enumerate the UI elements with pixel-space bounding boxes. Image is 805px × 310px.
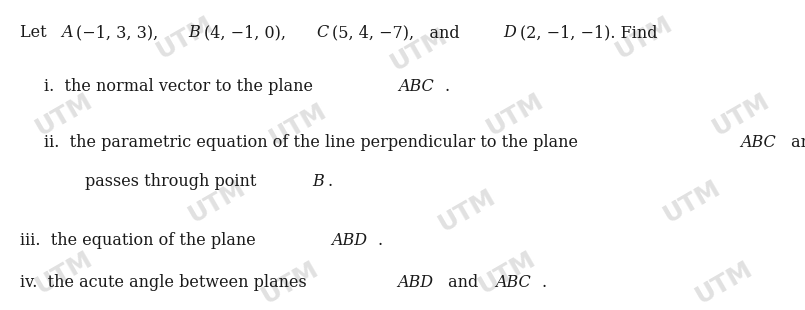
Text: (4, −1, 0),: (4, −1, 0),: [204, 24, 291, 41]
Text: UTM: UTM: [611, 11, 677, 63]
Text: B: B: [188, 24, 200, 41]
Text: UTM: UTM: [708, 89, 774, 141]
Text: UTM: UTM: [257, 256, 323, 308]
Text: ABC: ABC: [740, 134, 776, 151]
Text: passes through point: passes through point: [85, 173, 261, 190]
Text: ABC: ABC: [495, 274, 531, 290]
Text: .: .: [378, 232, 382, 249]
Text: UTM: UTM: [184, 175, 250, 228]
Text: D: D: [503, 24, 516, 41]
Text: UTM: UTM: [265, 98, 331, 150]
Text: iii.  the equation of the plane: iii. the equation of the plane: [20, 232, 261, 249]
Text: UTM: UTM: [474, 247, 540, 299]
Text: .: .: [444, 78, 449, 95]
Text: UTM: UTM: [482, 89, 548, 141]
Text: i.  the normal vector to the plane: i. the normal vector to the plane: [44, 78, 319, 95]
Text: Let: Let: [20, 24, 52, 41]
Text: UTM: UTM: [386, 24, 452, 76]
Text: UTM: UTM: [434, 185, 500, 237]
Text: ABD: ABD: [331, 232, 367, 249]
Text: UTM: UTM: [152, 11, 218, 63]
Text: (2, −1, −1). Find: (2, −1, −1). Find: [520, 24, 658, 41]
Text: .: .: [542, 274, 547, 290]
Text: UTM: UTM: [691, 256, 758, 308]
Text: ii.  the parametric equation of the line perpendicular to the plane: ii. the parametric equation of the line …: [44, 134, 584, 151]
Text: UTM: UTM: [31, 247, 97, 299]
Text: A: A: [61, 24, 72, 41]
Text: iv.  the acute angle between planes: iv. the acute angle between planes: [20, 274, 312, 290]
Text: UTM: UTM: [31, 89, 97, 141]
Text: .: .: [328, 173, 332, 190]
Text: (−1, 3, 3),: (−1, 3, 3),: [76, 24, 163, 41]
Text: and: and: [786, 134, 805, 151]
Text: (5, 4, −7),   and: (5, 4, −7), and: [332, 24, 464, 41]
Text: B: B: [312, 173, 324, 190]
Text: ABD: ABD: [397, 274, 433, 290]
Text: and: and: [444, 274, 484, 290]
Text: UTM: UTM: [659, 175, 725, 228]
Text: C: C: [316, 24, 328, 41]
Text: ABC: ABC: [398, 78, 434, 95]
